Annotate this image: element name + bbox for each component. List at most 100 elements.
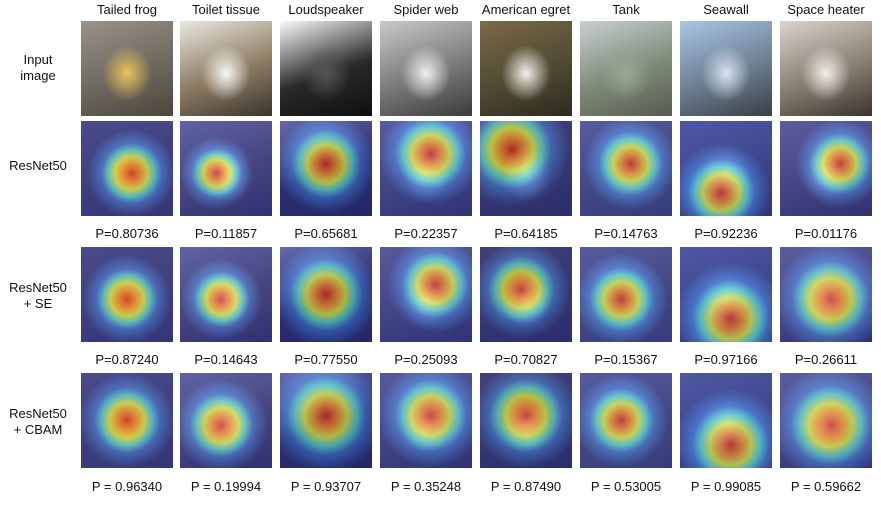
- heat-overlay: [680, 121, 772, 216]
- heat-overlay: [680, 373, 772, 468]
- heat-overlay: [180, 121, 272, 216]
- heat-overlay: [480, 121, 572, 216]
- probability-label: P=0.77550: [294, 352, 358, 367]
- probability-label: P = 0.93707: [290, 479, 362, 494]
- row-label: ResNet50: [9, 158, 67, 173]
- attention-heatmap: [380, 121, 472, 216]
- probability-label: P=0.70827: [494, 352, 558, 367]
- input-image: [81, 21, 173, 116]
- attention-heatmap: [180, 121, 272, 216]
- probability-label: P = 0.96340: [91, 479, 163, 494]
- probability-label: P=0.14763: [594, 226, 658, 241]
- probability-label: P=0.64185: [494, 226, 558, 241]
- attention-heatmap: [580, 121, 672, 216]
- input-image: [780, 21, 872, 116]
- attention-heatmap: [380, 373, 472, 468]
- probability-label: P = 0.59662: [790, 479, 862, 494]
- column-header: Toilet tissue: [192, 2, 260, 17]
- input-image: [680, 21, 772, 116]
- probability-label: P=0.15367: [594, 352, 658, 367]
- heat-overlay: [580, 373, 672, 468]
- attention-heatmap: [81, 121, 173, 216]
- attention-heatmap: [680, 247, 772, 342]
- heat-overlay: [380, 373, 472, 468]
- heat-overlay: [81, 121, 173, 216]
- heat-overlay: [280, 121, 372, 216]
- heat-overlay: [780, 121, 872, 216]
- heat-overlay: [280, 373, 372, 468]
- attention-heatmap: [81, 247, 173, 342]
- column-header: Tank: [612, 2, 640, 17]
- row-label: ResNet50 + CBAM: [9, 406, 67, 437]
- probability-label: P=0.25093: [394, 352, 458, 367]
- photo-thumbnail: [580, 21, 672, 116]
- probability-label: P = 0.87490: [490, 479, 562, 494]
- photo-thumbnail: [280, 21, 372, 116]
- probability-label: P=0.97166: [694, 352, 758, 367]
- heat-overlay: [81, 247, 173, 342]
- attention-heatmap: [81, 373, 173, 468]
- heat-overlay: [480, 247, 572, 342]
- attention-heatmap: [480, 247, 572, 342]
- attention-heatmap: [180, 247, 272, 342]
- attention-heatmap: [480, 121, 572, 216]
- input-image: [180, 21, 272, 116]
- input-image: [480, 21, 572, 116]
- probability-label: P = 0.35248: [390, 479, 462, 494]
- attention-heatmap: [280, 247, 372, 342]
- probability-label: P=0.11857: [194, 226, 258, 241]
- attention-heatmap: [180, 373, 272, 468]
- attention-heatmap: [480, 373, 572, 468]
- column-header: Loudspeaker: [288, 2, 364, 17]
- photo-thumbnail: [680, 21, 772, 116]
- probability-label: P=0.26611: [794, 352, 858, 367]
- input-image: [380, 21, 472, 116]
- attention-heatmap: [580, 247, 672, 342]
- attention-heatmap: [580, 373, 672, 468]
- attention-heatmap: [680, 121, 772, 216]
- photo-thumbnail: [380, 21, 472, 116]
- heat-overlay: [780, 247, 872, 342]
- column-header: Tailed frog: [97, 2, 157, 17]
- row-label: ResNet50 + SE: [9, 280, 67, 311]
- heat-overlay: [780, 373, 872, 468]
- column-header: Seawall: [703, 2, 749, 17]
- attention-heatmap: [780, 373, 872, 468]
- heat-overlay: [480, 373, 572, 468]
- heat-overlay: [380, 247, 472, 342]
- column-header: Space heater: [787, 2, 865, 17]
- heat-overlay: [180, 247, 272, 342]
- input-image: [580, 21, 672, 116]
- attention-heatmap: [780, 247, 872, 342]
- row-label: Input image: [20, 52, 56, 83]
- heat-overlay: [280, 247, 372, 342]
- heat-overlay: [680, 247, 772, 342]
- probability-label: P = 0.99085: [690, 479, 762, 494]
- photo-thumbnail: [480, 21, 572, 116]
- probability-label: P=0.87240: [95, 352, 159, 367]
- heat-overlay: [380, 121, 472, 216]
- photo-thumbnail: [780, 21, 872, 116]
- attention-heatmap: [680, 373, 772, 468]
- photo-thumbnail: [81, 21, 173, 116]
- probability-label: P=0.01176: [794, 226, 858, 241]
- attention-heatmap: [780, 121, 872, 216]
- probability-label: P=0.92236: [694, 226, 758, 241]
- input-image: [280, 21, 372, 116]
- photo-thumbnail: [180, 21, 272, 116]
- probability-label: P=0.14643: [194, 352, 258, 367]
- probability-label: P=0.65681: [294, 226, 358, 241]
- heat-overlay: [81, 373, 173, 468]
- probability-label: P=0.80736: [95, 226, 159, 241]
- attention-heatmap: [280, 373, 372, 468]
- heat-overlay: [180, 373, 272, 468]
- probability-label: P = 0.19994: [190, 479, 262, 494]
- heat-overlay: [580, 121, 672, 216]
- attention-heatmap: [380, 247, 472, 342]
- probability-label: P=0.22357: [394, 226, 458, 241]
- attention-heatmap: [280, 121, 372, 216]
- heat-overlay: [580, 247, 672, 342]
- column-header: Spider web: [393, 2, 459, 17]
- probability-label: P = 0.53005: [590, 479, 662, 494]
- column-header: American egret: [481, 2, 571, 17]
